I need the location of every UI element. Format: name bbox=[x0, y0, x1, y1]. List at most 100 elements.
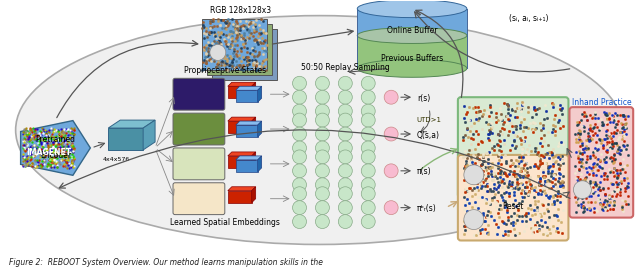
Polygon shape bbox=[228, 117, 256, 121]
Text: r(s): r(s) bbox=[417, 94, 430, 103]
Circle shape bbox=[316, 164, 330, 178]
Circle shape bbox=[292, 178, 307, 192]
Text: Previous Buffers: Previous Buffers bbox=[381, 54, 443, 63]
Circle shape bbox=[316, 76, 330, 90]
Ellipse shape bbox=[357, 28, 467, 44]
Polygon shape bbox=[108, 128, 143, 150]
Circle shape bbox=[384, 164, 398, 178]
Circle shape bbox=[361, 113, 375, 127]
Circle shape bbox=[339, 127, 352, 141]
Circle shape bbox=[292, 104, 307, 118]
Polygon shape bbox=[236, 86, 262, 90]
Circle shape bbox=[292, 76, 307, 90]
Text: Figure 2:  REBOOT System Overview. Our method learns manipulation skills in the: Figure 2: REBOOT System Overview. Our me… bbox=[9, 258, 323, 267]
Circle shape bbox=[316, 178, 330, 192]
Text: IMAGENET: IMAGENET bbox=[26, 148, 71, 157]
Circle shape bbox=[361, 141, 375, 155]
Text: Learned Spatial Embeddings: Learned Spatial Embeddings bbox=[170, 217, 280, 227]
Circle shape bbox=[292, 127, 307, 141]
Text: Online Buffer: Online Buffer bbox=[387, 26, 437, 35]
Circle shape bbox=[384, 201, 398, 215]
Circle shape bbox=[361, 164, 375, 178]
Polygon shape bbox=[108, 120, 155, 128]
Circle shape bbox=[361, 76, 375, 90]
Circle shape bbox=[316, 141, 330, 155]
Circle shape bbox=[339, 141, 352, 155]
Polygon shape bbox=[228, 156, 252, 168]
Circle shape bbox=[316, 104, 330, 118]
Polygon shape bbox=[236, 160, 258, 172]
Circle shape bbox=[339, 76, 352, 90]
Text: Pretrained: Pretrained bbox=[35, 136, 76, 145]
Circle shape bbox=[210, 44, 226, 60]
Circle shape bbox=[292, 201, 307, 215]
Circle shape bbox=[361, 104, 375, 118]
Text: Reset: Reset bbox=[502, 202, 524, 211]
Circle shape bbox=[292, 215, 307, 229]
Polygon shape bbox=[258, 86, 262, 102]
Text: UTD>1: UTD>1 bbox=[417, 117, 442, 123]
FancyBboxPatch shape bbox=[173, 148, 225, 180]
Text: Proprioceptive States: Proprioceptive States bbox=[184, 66, 266, 75]
Circle shape bbox=[384, 127, 398, 141]
Circle shape bbox=[339, 90, 352, 104]
FancyBboxPatch shape bbox=[212, 28, 276, 80]
Circle shape bbox=[292, 141, 307, 155]
Text: 4x4x576: 4x4x576 bbox=[102, 157, 130, 162]
Circle shape bbox=[361, 215, 375, 229]
Polygon shape bbox=[252, 152, 256, 168]
Polygon shape bbox=[258, 156, 262, 172]
Circle shape bbox=[339, 104, 352, 118]
Circle shape bbox=[292, 150, 307, 164]
Text: RGB 128x128x3: RGB 128x128x3 bbox=[210, 6, 271, 15]
Polygon shape bbox=[228, 191, 252, 203]
FancyBboxPatch shape bbox=[458, 97, 568, 198]
Circle shape bbox=[339, 187, 352, 201]
Circle shape bbox=[316, 150, 330, 164]
Circle shape bbox=[361, 187, 375, 201]
Circle shape bbox=[292, 90, 307, 104]
Polygon shape bbox=[143, 120, 155, 150]
Polygon shape bbox=[228, 152, 256, 156]
FancyBboxPatch shape bbox=[173, 113, 225, 145]
Polygon shape bbox=[228, 82, 256, 86]
Circle shape bbox=[361, 178, 375, 192]
Circle shape bbox=[316, 90, 330, 104]
Text: πᵇᵣ(s): πᵇᵣ(s) bbox=[417, 204, 436, 213]
Polygon shape bbox=[236, 125, 258, 137]
Polygon shape bbox=[258, 121, 262, 137]
FancyBboxPatch shape bbox=[173, 183, 225, 215]
Polygon shape bbox=[20, 121, 90, 175]
Text: 50:50 Replay Sampling: 50:50 Replay Sampling bbox=[301, 63, 390, 72]
FancyBboxPatch shape bbox=[202, 18, 267, 70]
Polygon shape bbox=[252, 187, 256, 203]
Circle shape bbox=[339, 164, 352, 178]
Circle shape bbox=[292, 113, 307, 127]
FancyBboxPatch shape bbox=[173, 78, 225, 110]
Text: Q(s,a): Q(s,a) bbox=[417, 131, 440, 139]
FancyBboxPatch shape bbox=[357, 9, 467, 37]
Circle shape bbox=[361, 90, 375, 104]
Circle shape bbox=[464, 210, 484, 230]
Text: (sᵢ, aᵢ, sᵢ₊₁): (sᵢ, aᵢ, sᵢ₊₁) bbox=[509, 14, 548, 23]
Text: π(s): π(s) bbox=[417, 167, 431, 176]
Circle shape bbox=[316, 187, 330, 201]
Circle shape bbox=[339, 215, 352, 229]
Polygon shape bbox=[228, 86, 252, 98]
Ellipse shape bbox=[357, 0, 467, 18]
Circle shape bbox=[316, 127, 330, 141]
Circle shape bbox=[361, 201, 375, 215]
Ellipse shape bbox=[357, 59, 467, 77]
Circle shape bbox=[339, 113, 352, 127]
Ellipse shape bbox=[15, 16, 623, 245]
Circle shape bbox=[339, 150, 352, 164]
FancyBboxPatch shape bbox=[207, 23, 271, 75]
Circle shape bbox=[292, 187, 307, 201]
FancyBboxPatch shape bbox=[357, 36, 467, 68]
Circle shape bbox=[361, 127, 375, 141]
Polygon shape bbox=[236, 90, 258, 102]
Text: Inhand Practice: Inhand Practice bbox=[572, 98, 631, 107]
FancyBboxPatch shape bbox=[458, 155, 568, 240]
Circle shape bbox=[316, 201, 330, 215]
Circle shape bbox=[464, 165, 484, 185]
